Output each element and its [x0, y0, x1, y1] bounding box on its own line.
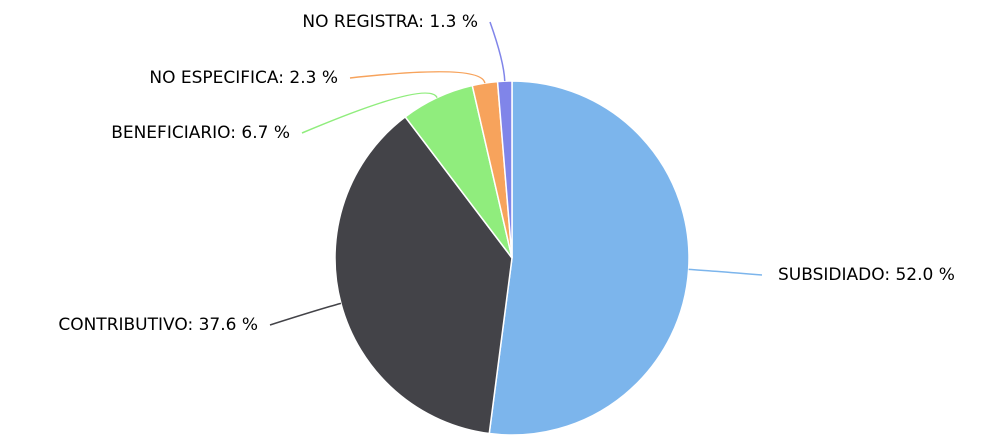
connector [688, 268, 763, 276]
pie-slice [488, 80, 690, 435]
data-label: NO REGISTRA: 1.3 % [302, 12, 478, 32]
connector [349, 71, 486, 84]
data-label: SUBSIDIADO: 52.0 % [778, 265, 955, 285]
connector [301, 92, 438, 134]
label-value: 37.6 % [199, 315, 258, 335]
label-category: SUBSIDIADO [778, 265, 884, 285]
pie-slice [334, 115, 513, 435]
data-label: BENEFICIARIO: 6.7 % [111, 123, 290, 143]
label-category: CONTRIBUTIVO [58, 315, 187, 335]
data-label: CONTRIBUTIVO: 37.6 % [58, 315, 258, 335]
label-value: 1.3 % [429, 12, 478, 32]
label-value: 2.3 % [289, 68, 338, 88]
label-value: 6.7 % [241, 123, 290, 143]
label-category: NO REGISTRA [302, 12, 419, 32]
label-category: BENEFICIARIO [111, 123, 230, 143]
data-label: NO ESPECIFICA: 2.3 % [149, 68, 338, 88]
connector [489, 21, 506, 82]
label-category: NO ESPECIFICA [149, 68, 279, 88]
connector [269, 302, 342, 326]
label-value: 52.0 % [895, 265, 954, 285]
